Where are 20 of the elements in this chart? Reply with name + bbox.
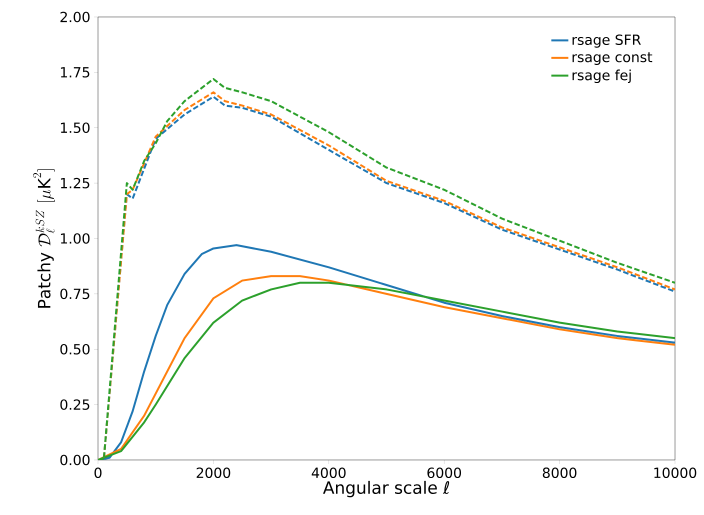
x-tick-label: 6000 [427, 468, 462, 478]
y-tick-label: 0.75 [60, 288, 90, 300]
y-tick-label: 2.00 [60, 12, 90, 22]
x-axis-title: Angular scale ℓ [323, 480, 450, 498]
x-tick-label: 4000 [312, 468, 346, 478]
y-tick-label: 0.00 [60, 454, 90, 466]
y-tick-label: 1.00 [60, 233, 90, 244]
legend-label: rsage fej [572, 70, 631, 84]
x-tick-label: 8000 [542, 468, 576, 478]
y-tick-label: 1.25 [60, 178, 90, 188]
legend-label: rsage const [572, 52, 652, 65]
y-tick-label: 1.50 [60, 122, 90, 134]
y-tick-label: 0.25 [60, 399, 90, 410]
legend-label: rsage SFR [572, 34, 641, 48]
x-tick-label: 2000 [196, 468, 230, 478]
x-tick-label: 0 [94, 468, 102, 478]
y-tick-label: 0.50 [60, 344, 90, 355]
y-tick-label: 1.75 [60, 67, 90, 78]
x-tick-label: 10000 [654, 468, 696, 478]
y-axis-title: $\mathrm{Patchy}\ \mathcal{D}_\ell^{kSZ}\ [\mu\mathrm{K}^2]$ [33, 169, 55, 308]
